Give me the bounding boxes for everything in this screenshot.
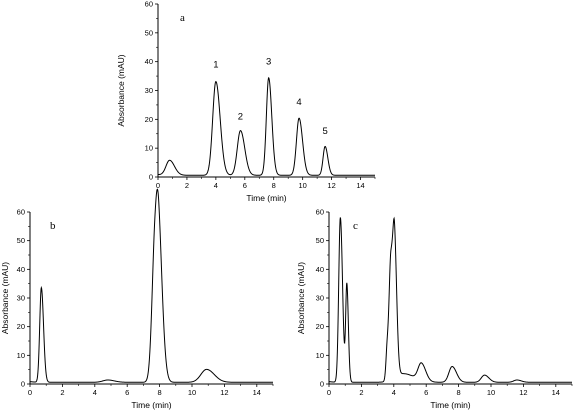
x-tick-label: 12 (220, 388, 228, 397)
y-tick-label: 10 (17, 351, 25, 360)
x-tick-label: 0 (28, 388, 32, 397)
x-tick-label: 2 (359, 388, 363, 397)
x-tick-label: 6 (243, 181, 247, 190)
x-tick-label: 4 (93, 388, 97, 397)
y-tick-label: 60 (316, 208, 324, 217)
x-tick-label: 12 (519, 388, 527, 397)
y-axis-label: Absorbance (mAU) (0, 262, 10, 334)
peak-label: 4 (296, 97, 301, 108)
x-tick-label: 0 (156, 181, 160, 190)
x-tick-label: 6 (424, 388, 428, 397)
chart-panel-b: 0 2 4 6 8 10 12 14 0 10 20 30 40 50 60 Time (min) Absorb… (0, 188, 274, 410)
peak-label: 5 (322, 126, 327, 137)
y-tick-label: 60 (145, 0, 153, 9)
x-tick-label: 2 (60, 388, 64, 397)
panel-label: b (50, 220, 56, 232)
x-tick-label: 12 (327, 181, 335, 190)
chromatogram-trace (328, 216, 572, 383)
y-tick-label: 20 (17, 322, 25, 331)
x-tick-label: 14 (356, 181, 364, 190)
x-tick-label: 14 (552, 388, 560, 397)
y-axis-label: Absorbance (mAU) (296, 262, 306, 334)
y-tick-label: 30 (316, 294, 324, 303)
peak-label: 2 (238, 111, 243, 122)
y-tick-label: 40 (316, 265, 324, 274)
peak-label: 1 (213, 59, 218, 70)
x-tick-label: 10 (487, 388, 495, 397)
chromatogram-trace (29, 188, 273, 383)
chart-panel-c: 0 2 4 6 8 10 12 14 0 10 20 30 40 50 60 Time (min) Absorb… (296, 208, 573, 410)
y-tick-label: 0 (149, 173, 153, 182)
x-tick-label: 2 (185, 181, 189, 190)
y-tick-label: 50 (17, 236, 25, 245)
panel-label: c (353, 220, 358, 232)
y-tick-label: 30 (145, 86, 153, 95)
y-tick-label: 10 (316, 351, 324, 360)
y-axis-label: Absorbance (mAU) (116, 54, 126, 126)
x-axis-label: Time (min) (246, 193, 286, 203)
y-tick-label: 0 (320, 380, 324, 389)
panel-label: a (180, 12, 185, 24)
x-tick-label: 10 (188, 388, 196, 397)
y-tick-label: 50 (145, 28, 153, 37)
y-tick-label: 20 (316, 322, 324, 331)
y-tick-label: 60 (17, 208, 25, 217)
x-tick-label: 8 (457, 388, 461, 397)
y-tick-label: 40 (17, 265, 25, 274)
y-tick-label: 0 (21, 380, 25, 389)
x-tick-label: 8 (272, 181, 276, 190)
peak-label: 3 (266, 57, 271, 68)
x-axis-label: Time (min) (430, 400, 470, 410)
y-tick-label: 40 (145, 57, 153, 66)
x-tick-label: 10 (298, 181, 306, 190)
y-tick-label: 10 (145, 144, 153, 153)
x-tick-label: 8 (158, 388, 162, 397)
y-tick-label: 30 (17, 294, 25, 303)
x-tick-label: 14 (253, 388, 261, 397)
x-tick-label: 0 (327, 388, 331, 397)
y-tick-label: 50 (316, 236, 324, 245)
x-tick-label: 4 (214, 181, 218, 190)
x-tick-label: 4 (392, 388, 396, 397)
y-tick-label: 20 (145, 115, 153, 124)
x-axis-label: Time (min) (131, 400, 171, 410)
x-tick-label: 6 (125, 388, 129, 397)
chromatogram-trace (158, 76, 375, 176)
